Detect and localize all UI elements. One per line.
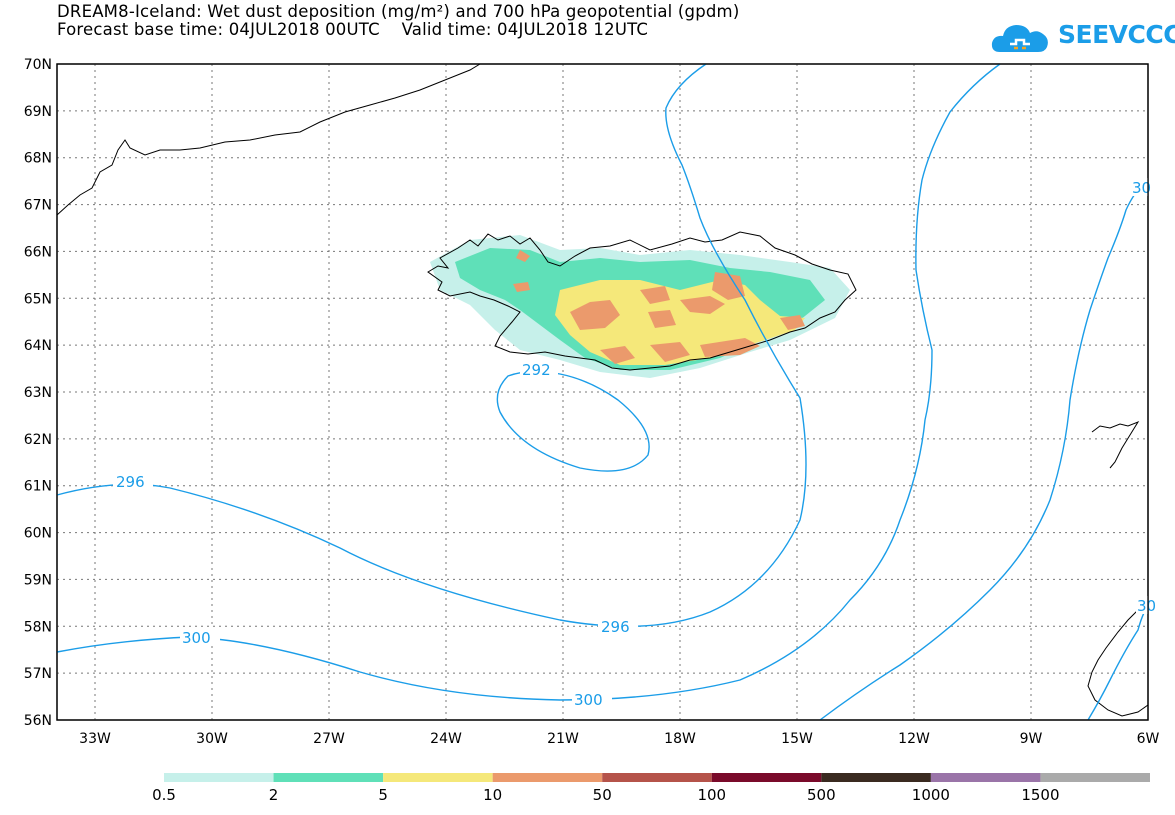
map-title: DREAM8-Iceland: Wet dust deposition (mg/… xyxy=(57,2,740,21)
longitude-label: 6W xyxy=(1137,731,1160,747)
contour-label: 30 xyxy=(1132,179,1151,197)
legend-label: 1000 xyxy=(912,786,950,804)
latitude-labels: 56N 57N 58N 59N 60N 61N 62N 63N 64N 65N 66N 67N 68N 6… xyxy=(24,57,52,729)
contour-label: 300 xyxy=(574,691,603,709)
longitude-labels: 33W 30W 27W 24W 21W 18W 15W 12W 9W 6W xyxy=(79,731,1159,747)
longitude-label: 21W xyxy=(547,731,579,747)
legend-label: 1500 xyxy=(1021,786,1059,804)
latitude-label: 60N xyxy=(24,526,52,542)
faroe-islands-coastline xyxy=(1091,420,1140,469)
legend-swatch xyxy=(273,773,384,782)
graticule xyxy=(57,64,1148,720)
contour-300-east xyxy=(819,179,1149,721)
legend-swatch xyxy=(930,773,1041,782)
legend-label: 100 xyxy=(697,786,726,804)
geopotential-contours xyxy=(56,63,1149,721)
legend-swatch xyxy=(711,773,822,782)
dust-deposition-field xyxy=(430,235,850,378)
legend-label: 0.5 xyxy=(152,786,176,804)
greenland-coastline xyxy=(56,63,481,216)
longitude-label: 24W xyxy=(430,731,462,747)
latitude-label: 64N xyxy=(24,338,52,354)
latitude-label: 66N xyxy=(24,244,52,260)
legend-label: 10 xyxy=(483,786,502,804)
latitude-label: 59N xyxy=(24,572,52,588)
latitude-label: 70N xyxy=(24,57,52,73)
contour-label: 30 xyxy=(1137,597,1156,615)
latitude-label: 68N xyxy=(24,151,52,167)
latitude-label: 62N xyxy=(24,432,52,448)
longitude-label: 15W xyxy=(781,731,813,747)
legend-swatch xyxy=(602,773,712,782)
longitude-label: 18W xyxy=(664,731,696,747)
legend-label: 5 xyxy=(378,786,388,804)
longitude-label: 30W xyxy=(196,731,228,747)
cloud-icon xyxy=(991,25,1048,52)
legend-swatch xyxy=(1040,773,1150,782)
forecast-time-subtitle: Forecast base time: 04JUL2018 00UTC Vali… xyxy=(57,20,649,39)
contour-label: 296 xyxy=(116,473,145,491)
scotland-coastline xyxy=(1087,599,1149,717)
latitude-label: 56N xyxy=(24,713,52,729)
legend-swatch xyxy=(383,773,493,782)
legend-swatch xyxy=(164,773,274,782)
contour-304-east xyxy=(1087,604,1149,721)
legend-label: 50 xyxy=(593,786,612,804)
longitude-label: 12W xyxy=(898,731,930,747)
latitude-label: 67N xyxy=(24,198,52,214)
legend-label: 2 xyxy=(269,786,279,804)
iceland-coastline xyxy=(427,231,857,371)
contour-296 xyxy=(56,63,807,628)
contour-300 xyxy=(56,63,1001,701)
longitude-label: 27W xyxy=(313,731,345,747)
latitude-label: 69N xyxy=(24,104,52,120)
latitude-label: 61N xyxy=(24,479,52,495)
legend-swatch xyxy=(821,773,931,782)
latitude-label: 65N xyxy=(24,291,52,307)
logo-text: SEEVCCC xyxy=(1058,20,1175,49)
contour-label: 300 xyxy=(182,629,211,647)
legend-swatch xyxy=(492,773,603,782)
latitude-label: 58N xyxy=(24,619,52,635)
contour-label: 296 xyxy=(601,618,630,636)
legend-label: 500 xyxy=(807,786,836,804)
latitude-label: 57N xyxy=(24,666,52,682)
contour-label: 292 xyxy=(522,361,551,379)
contour-292 xyxy=(496,370,650,472)
contour-labels: 292 296 296 300 300 30 30 xyxy=(113,178,1156,709)
longitude-label: 9W xyxy=(1020,731,1043,747)
latitude-label: 63N xyxy=(24,385,52,401)
longitude-label: 33W xyxy=(79,731,111,747)
color-legend: 0.5 2 5 10 50 100 500 1000 1500 xyxy=(152,773,1150,804)
coastlines xyxy=(56,63,1149,717)
